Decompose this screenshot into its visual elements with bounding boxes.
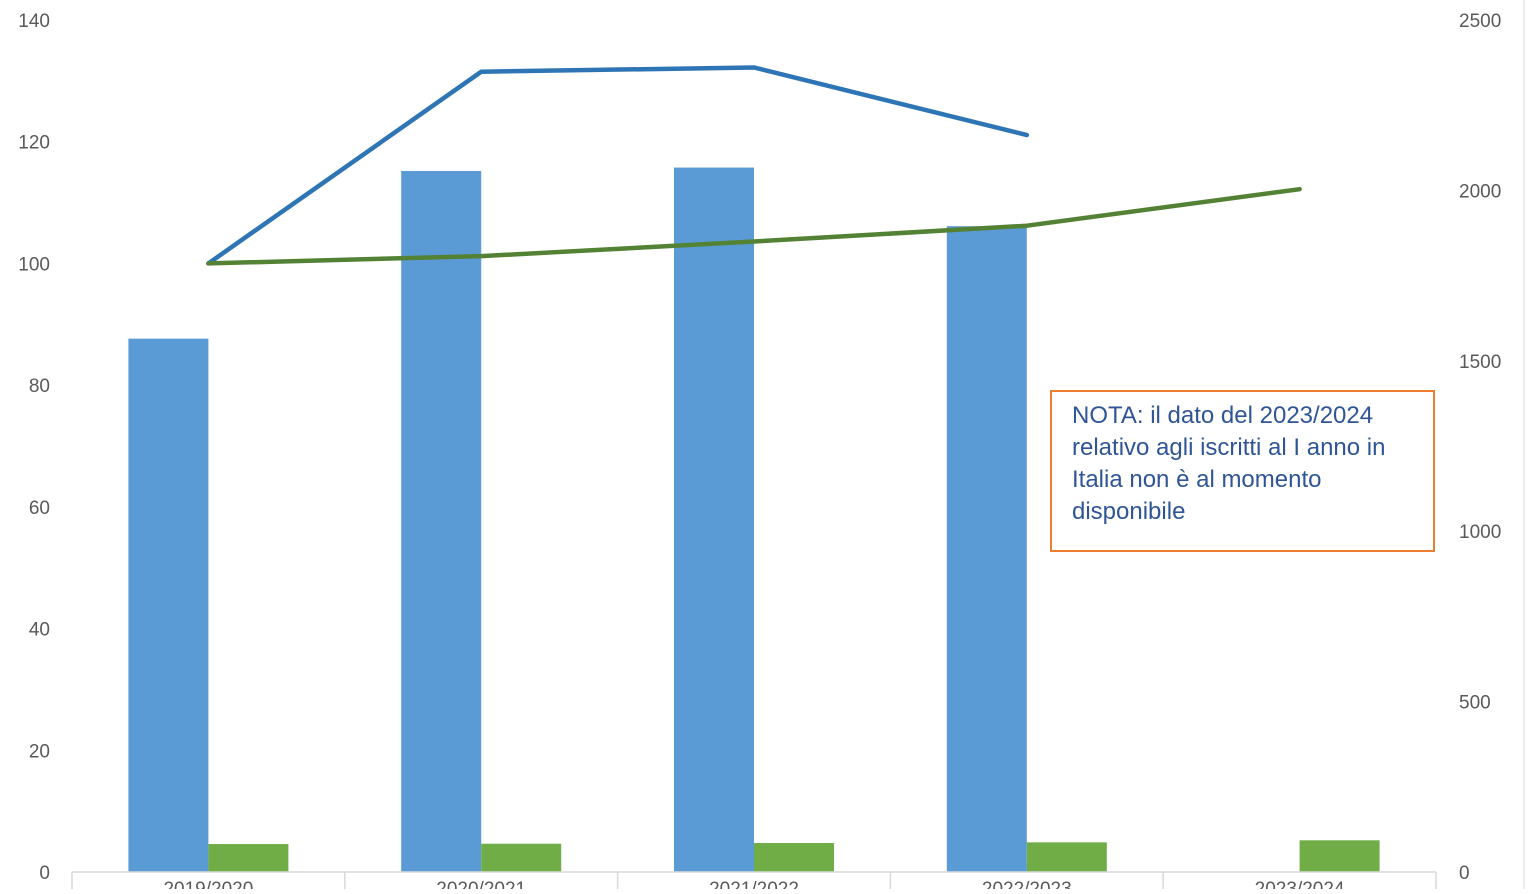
x-tick-label: 2019/2020 (163, 879, 253, 889)
line-series-1 (206, 65, 1030, 266)
y-right-tick-label: 2000 (1459, 181, 1501, 202)
line-series-2 (206, 186, 1302, 266)
y-left-tick-label: 40 (29, 620, 50, 641)
bar-series-1-1 (401, 170, 482, 873)
bar-series-2-4 (1299, 840, 1380, 872)
y-right-tick-label: 1500 (1459, 352, 1501, 373)
bar-series-2-3 (1026, 842, 1107, 872)
bars-layer (128, 167, 1380, 873)
bar-series-2-2 (754, 843, 834, 872)
bar-series-2-1 (481, 843, 562, 872)
bar-series-1-2 (674, 167, 754, 872)
bar-series-2-0 (208, 844, 289, 872)
y-left-tick-label: 20 (29, 741, 50, 762)
x-tick-label: 2022/2023 (982, 879, 1072, 889)
x-tick-label: 2020/2021 (436, 879, 526, 889)
y-right-tick-label: 2500 (1459, 11, 1501, 32)
x-tick-label: 2023/2024 (1255, 879, 1345, 889)
bar-series-1-3 (946, 226, 1027, 872)
y-left-tick-label: 80 (29, 376, 50, 397)
y-left-tick-label: 100 (18, 254, 50, 275)
note-box: NOTA: il dato del 2023/2024 relativo agl… (1050, 390, 1435, 552)
y-right-tick-label: 0 (1459, 863, 1470, 884)
x-tick-label: 2021/2022 (709, 879, 799, 889)
y-right-tick-label: 500 (1459, 693, 1491, 714)
note-text: NOTA: il dato del 2023/2024 relativo agl… (1072, 402, 1386, 525)
y-left-tick-label: 0 (39, 863, 50, 884)
y-left-tick-label: 120 (18, 133, 50, 154)
y-left-tick-label: 140 (18, 11, 50, 32)
y-left-tick-label: 60 (29, 498, 50, 519)
lines-layer (206, 65, 1302, 266)
y-right-tick-label: 1000 (1459, 522, 1501, 543)
bar-series-1-0 (128, 338, 209, 872)
